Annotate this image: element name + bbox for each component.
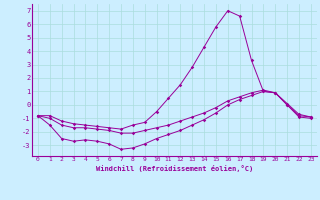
X-axis label: Windchill (Refroidissement éolien,°C): Windchill (Refroidissement éolien,°C)	[96, 165, 253, 172]
